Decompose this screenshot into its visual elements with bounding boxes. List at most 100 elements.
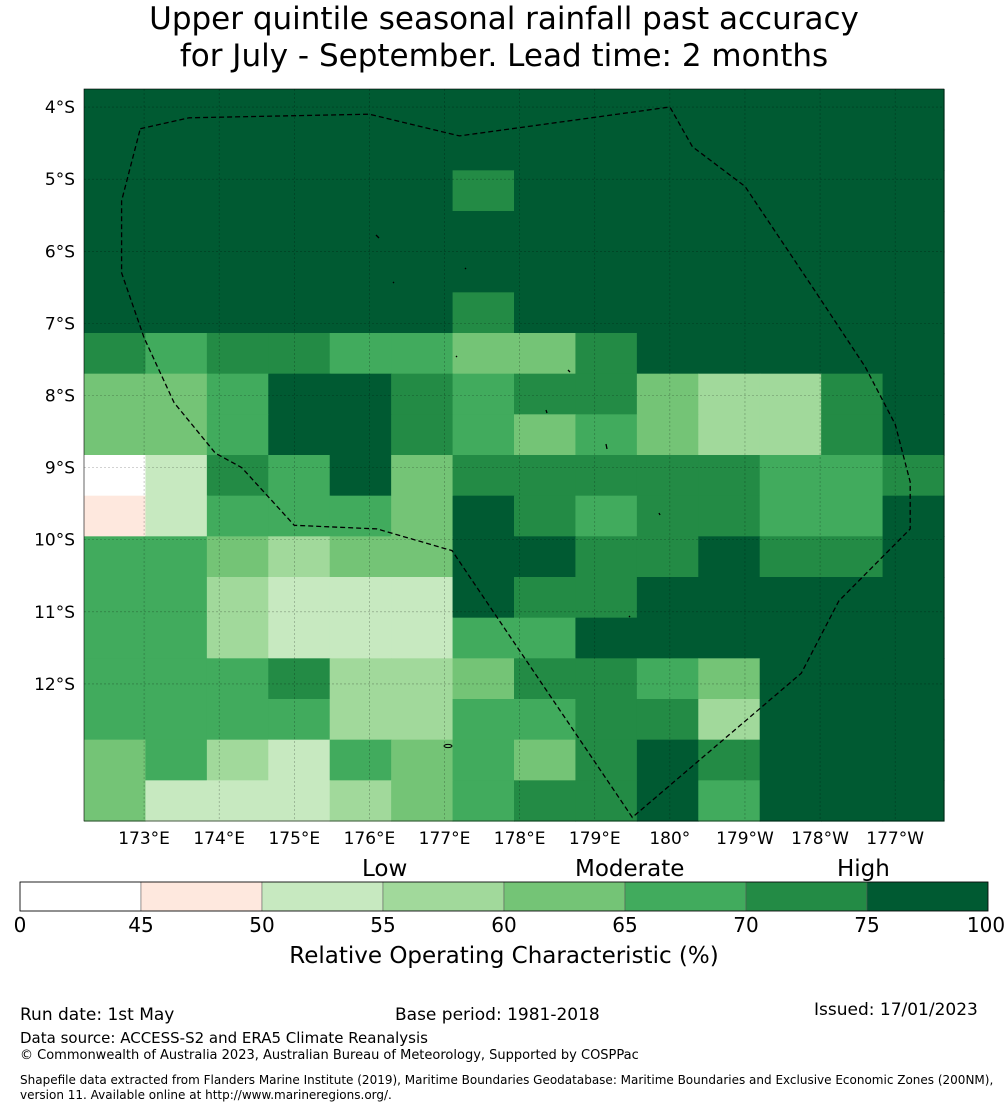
grid-cell: [329, 455, 392, 497]
grid-cell: [759, 699, 822, 741]
colorbar-segment: [624, 881, 747, 912]
grid-cell: [636, 455, 699, 497]
grid-cell: [84, 333, 147, 375]
island: [545, 409, 548, 414]
grid-cell: [452, 699, 515, 741]
colorbar-tick: 50: [249, 913, 275, 937]
latitude-label: 6°S: [45, 242, 75, 262]
grid-cell: [575, 89, 638, 131]
grid-cell: [452, 495, 515, 537]
colorbar-segment: [140, 881, 263, 912]
grid-cell: [636, 739, 699, 781]
longitude-labels: 173°E 174°E 175°E 176°E 177°E 178°E 179°E 180° 1…: [118, 829, 924, 849]
grid-cell: [329, 699, 392, 741]
grid-cell: [882, 780, 945, 822]
grid-cell: [145, 129, 208, 171]
grid-cell: [759, 658, 822, 700]
grid-cell: [84, 251, 147, 293]
grid-cell: [268, 536, 331, 578]
grid-cell: [636, 699, 699, 741]
grid-cell: [206, 333, 269, 375]
grid-cell: [698, 211, 761, 253]
grid-cell: [145, 211, 208, 253]
grid-cell: [206, 617, 269, 659]
grid-cell: [821, 129, 884, 171]
grid-cell: [514, 251, 577, 293]
island: [567, 369, 571, 373]
grid-cell: [514, 495, 577, 537]
grid-cell: [821, 536, 884, 578]
grid-cell: [84, 414, 147, 456]
grid-cell: [329, 89, 392, 131]
grid-cell: [452, 739, 515, 781]
colorbar-tick: 65: [612, 913, 638, 937]
grid-cell: [882, 495, 945, 537]
grid-cell: [329, 658, 392, 700]
longitude-label: 177°E: [419, 829, 471, 849]
grid-cell: [145, 699, 208, 741]
island: [658, 512, 661, 516]
grid-cell: [759, 333, 822, 375]
grid-cell: [698, 89, 761, 131]
grid-cell: [206, 577, 269, 619]
latitude-label: 11°S: [34, 603, 75, 623]
colorbar-tick: 70: [733, 913, 759, 937]
colorbar-tick: 45: [128, 913, 154, 937]
grid-cell: [514, 617, 577, 659]
grid-cell: [636, 495, 699, 537]
grid-cell: [575, 251, 638, 293]
grid-cell: [759, 292, 822, 334]
grid-cell: [206, 699, 269, 741]
latitude-label: 5°S: [45, 170, 75, 190]
grid-cell: [575, 495, 638, 537]
grid-cell: [268, 658, 331, 700]
grid-cell: [882, 414, 945, 456]
grid-cell: [391, 495, 454, 537]
grid-cell: [636, 414, 699, 456]
latitude-label: 10°S: [34, 531, 75, 551]
grid-cell: [514, 739, 577, 781]
grid-cell: [145, 89, 208, 131]
grid-cell: [145, 373, 208, 415]
grid-cell: [84, 577, 147, 619]
grid-cell: [636, 251, 699, 293]
grid-cell: [698, 455, 761, 497]
grid-cell: [882, 211, 945, 253]
grid-cell: [268, 170, 331, 212]
grid-cell: [514, 129, 577, 171]
grid-cell: [84, 292, 147, 334]
grid-cell: [821, 455, 884, 497]
grid-cell: [821, 414, 884, 456]
grid-cell: [268, 495, 331, 537]
grid-cell: [452, 373, 515, 415]
grid-cell: [84, 129, 147, 171]
grid-cell: [821, 658, 884, 700]
grid-cell: [206, 129, 269, 171]
grid-cell: [882, 129, 945, 171]
grid-cell: [452, 536, 515, 578]
grid-cell: [698, 251, 761, 293]
grid-cell: [821, 333, 884, 375]
colorbar-frame: [19, 881, 989, 912]
grid-cell: [329, 780, 392, 822]
grid-cell: [636, 211, 699, 253]
colorbar: [19, 881, 989, 912]
grid-cell: [452, 170, 515, 212]
grid-cell: [145, 455, 208, 497]
grid-cell: [145, 251, 208, 293]
grid-cell: [821, 170, 884, 212]
grid-cell: [391, 739, 454, 781]
colorbar-tick: 100: [966, 913, 1006, 937]
grid-cell: [821, 211, 884, 253]
grid-cell: [575, 455, 638, 497]
grid-cell: [206, 414, 269, 456]
colorbar-category-low: Low: [362, 856, 408, 882]
grid-cell: [452, 251, 515, 293]
grid-cell: [882, 170, 945, 212]
grid-cell: [821, 739, 884, 781]
grid-cell: [698, 414, 761, 456]
grid-cell: [206, 373, 269, 415]
grid-cell: [514, 292, 577, 334]
grid-cell: [575, 170, 638, 212]
grid-cell: [329, 333, 392, 375]
